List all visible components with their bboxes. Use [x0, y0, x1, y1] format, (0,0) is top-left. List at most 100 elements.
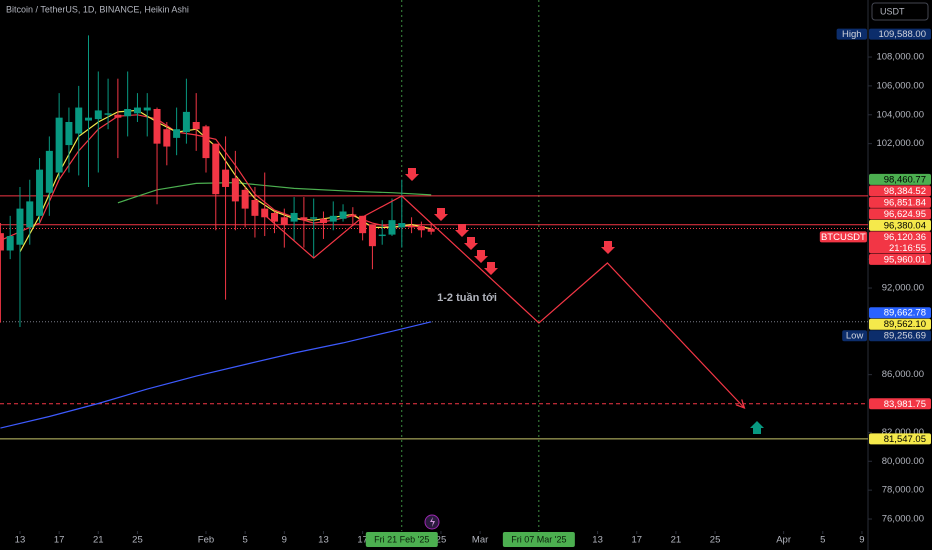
projection-arrowhead — [735, 399, 746, 409]
x-tick-label: 13 — [592, 535, 603, 546]
price-tag: Low — [846, 331, 864, 342]
price-label: 98,460.77 — [884, 174, 926, 185]
candle-body — [408, 225, 416, 228]
candle-body — [143, 107, 151, 111]
candle-body — [26, 201, 34, 228]
y-tick-label: 82,000.00 — [882, 427, 924, 438]
y-tick-label: 102,000.00 — [876, 138, 924, 149]
y-tick-label: 92,000.00 — [882, 283, 924, 294]
price-label: 89,256.69 — [884, 331, 926, 342]
crosshair-badge — [502, 532, 575, 547]
candle-body — [85, 117, 93, 121]
replay-glyph — [430, 517, 435, 527]
candle-body — [104, 113, 112, 115]
price-tag: High — [842, 29, 862, 40]
candle-body — [222, 169, 230, 187]
x-tick-label: 25 — [132, 535, 143, 546]
candle-body — [192, 121, 200, 130]
x-tick-label: Mar — [472, 535, 488, 546]
currency[interactable]: USDT — [880, 6, 905, 16]
price-label: 96,851.84 — [884, 197, 926, 208]
price-label: 96,380.04 — [884, 220, 926, 231]
arrows — [405, 168, 764, 434]
y-tick-label: 106,000.00 — [876, 80, 924, 91]
countdown: 21:16:55 — [889, 243, 926, 254]
candle-body — [300, 217, 308, 221]
down-arrow — [484, 262, 498, 275]
price-label-box — [869, 318, 931, 330]
candle-body — [6, 236, 14, 251]
price-label-box — [869, 208, 931, 220]
price-label: 98,384.52 — [884, 186, 926, 197]
candle-body — [45, 150, 53, 193]
candle-body — [153, 109, 161, 144]
x-tick-label: 5 — [242, 535, 247, 546]
candle-body — [0, 233, 4, 251]
price-label-box — [869, 433, 931, 445]
indicator-line — [0, 321, 432, 429]
price-tag-box — [842, 330, 867, 342]
y-tick-label: 80,000.00 — [882, 456, 924, 467]
chart-title: Bitcoin / TetherUS, 1D, BINANCE, Heikin … — [6, 4, 189, 14]
x-tick-label: 5 — [820, 535, 825, 546]
candle-body — [65, 121, 73, 146]
candle-body — [398, 223, 406, 228]
candle-body — [182, 111, 190, 133]
y-tick-label: 86,000.00 — [882, 369, 924, 380]
down-arrow — [601, 241, 615, 254]
candle-body — [329, 215, 337, 222]
y-tick-label: 78,000.00 — [882, 485, 924, 496]
price-label: 109,588.00 — [878, 29, 926, 40]
y-tick-label: 108,000.00 — [876, 52, 924, 63]
candle-body — [212, 143, 220, 195]
candle-body — [241, 189, 249, 209]
y-tick-label: 76,000.00 — [882, 514, 924, 525]
x-tick-label: 17 — [631, 535, 642, 546]
currency-button[interactable] — [871, 2, 929, 21]
candle-body — [280, 217, 288, 225]
y-tick-label: 104,000.00 — [876, 109, 924, 120]
x-tick-label: 25 — [436, 535, 447, 546]
price-label-box — [869, 398, 931, 410]
x-tick-label: Apr — [776, 535, 791, 546]
candle-body — [36, 169, 44, 216]
price-label-box — [869, 307, 931, 319]
x-tick-label: 21 — [93, 535, 104, 546]
price-label: 83,981.75 — [884, 399, 926, 410]
candle-body — [202, 126, 210, 159]
candle-body — [163, 129, 171, 147]
annotation: 1-2 tuần tới — [437, 292, 497, 304]
candle-body — [75, 107, 83, 134]
price-label: 96,120.36 — [884, 232, 926, 243]
price-label-box — [869, 253, 931, 265]
down-arrow — [455, 224, 469, 237]
replay-icon[interactable] — [424, 514, 440, 530]
price-label: 95,960.01 — [884, 254, 926, 265]
candle-body — [349, 214, 357, 216]
candle-body — [251, 199, 259, 216]
candle-body — [16, 208, 24, 245]
price-label: 96,624.95 — [884, 209, 926, 220]
down-arrow — [405, 168, 419, 181]
candle-body — [417, 225, 425, 231]
candle-body — [378, 234, 386, 237]
projection-line — [264, 195, 745, 409]
price-label-box — [869, 330, 931, 342]
x-tick-label: 21 — [671, 535, 682, 546]
candle-body — [339, 211, 347, 219]
price-label-box — [869, 185, 931, 197]
candle-body — [231, 178, 239, 202]
crosshair-badge — [365, 532, 438, 547]
price-tag-box — [836, 28, 867, 40]
candle-body — [388, 220, 396, 235]
candle-body — [173, 129, 181, 138]
x-tick-label: 17 — [357, 535, 368, 546]
candle-body — [94, 110, 102, 120]
candle-body — [55, 117, 63, 173]
price-label-box — [869, 173, 931, 185]
x-tick-label: 13 — [15, 535, 26, 546]
candle-body — [359, 215, 367, 234]
